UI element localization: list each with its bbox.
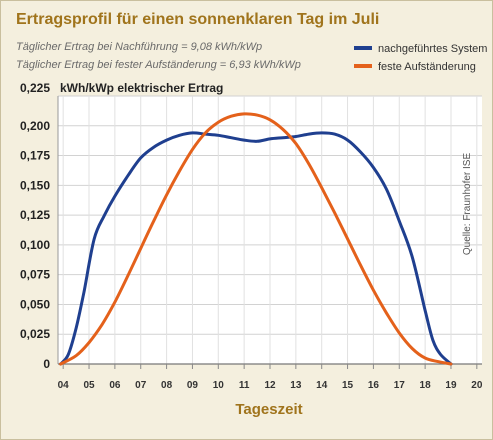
x-tick-label: 06 <box>109 380 121 391</box>
chart-subtitle-tracking: Täglicher Ertrag bei Nachführung = 9,08 … <box>16 41 262 53</box>
legend-label-tracking: nachgeführtes System <box>378 43 487 55</box>
x-tick-label: 16 <box>368 380 380 391</box>
y-tick-label: 0 <box>43 357 50 371</box>
x-tick-label: 20 <box>471 380 483 391</box>
x-axis-label: Tageszeit <box>235 401 302 418</box>
x-tick-label: 09 <box>187 380 199 391</box>
chart-title: Ertragsprofil für einen sonnenklaren Tag… <box>16 11 379 28</box>
x-tick-label: 04 <box>58 380 70 391</box>
y-tick-label: 0,050 <box>20 297 50 311</box>
grid <box>57 95 482 365</box>
series-line-fixed <box>59 112 453 366</box>
legend: nachgeführtes System feste Aufständerung <box>354 43 487 73</box>
x-tick-label: 05 <box>83 380 95 391</box>
x-tick-label: 17 <box>394 380 406 391</box>
y-tick-label: 0,200 <box>20 119 50 133</box>
x-tick-label: 15 <box>342 380 354 391</box>
y-tick-label: 0,100 <box>20 238 50 252</box>
x-tick-label: 13 <box>290 380 302 391</box>
x-tick-label: 11 <box>239 380 250 391</box>
source-note: Quelle: Fraunhofer ISE <box>462 153 473 256</box>
x-tick-label: 08 <box>161 380 173 391</box>
x-tick-label: 12 <box>264 380 276 391</box>
y-tick-label: 0,125 <box>20 208 50 222</box>
y-tick-label: 0,150 <box>20 178 50 192</box>
legend-label-fixed: feste Aufständerung <box>378 61 476 73</box>
x-tick-label: 19 <box>445 380 457 391</box>
y-axis-ticks: 0 0,025 0,050 0,075 0,100 0,125 0,150 0,175 0,20… <box>20 119 50 371</box>
y-tick-label: 0,075 <box>20 268 50 282</box>
x-tick-label: 14 <box>316 380 328 391</box>
y-tick-label: 0,175 <box>20 149 50 163</box>
y-tick-label: 0,025 <box>20 327 50 341</box>
chart-subtitle-fixed: Täglicher Ertrag bei fester Aufständerun… <box>16 59 301 71</box>
series-line-tracking <box>59 131 453 366</box>
x-axis-ticks: 04 05 06 07 08 09 10 11 12 13 14 15 16 17 18 19 20 <box>58 364 483 391</box>
series-group <box>59 112 453 366</box>
y-tick-top-label: 0,225 <box>20 81 50 95</box>
y-axis-label: kWh/kWp elektrischer Ertrag <box>60 81 223 95</box>
x-tick-label: 07 <box>135 380 147 391</box>
x-tick-label: 18 <box>420 380 432 391</box>
x-tick-label: 10 <box>213 380 225 391</box>
